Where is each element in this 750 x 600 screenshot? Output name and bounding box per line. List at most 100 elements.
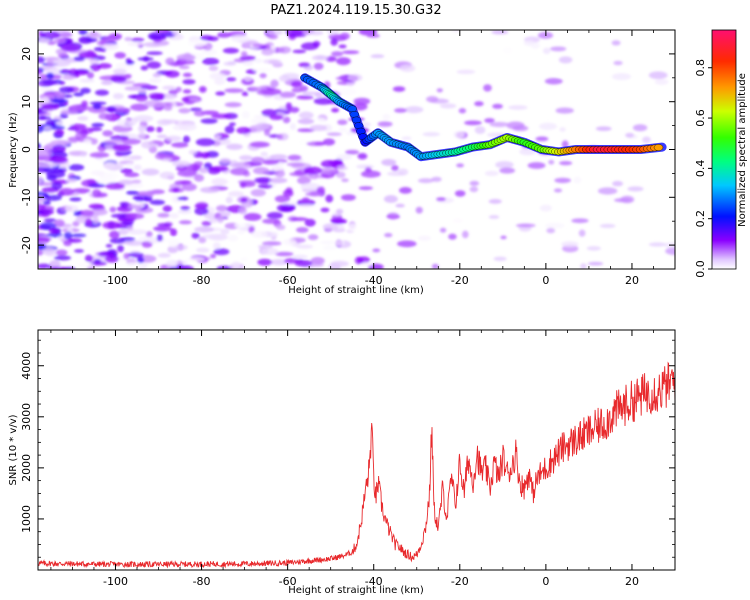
noise-blob bbox=[274, 251, 294, 257]
noise-blob bbox=[426, 96, 439, 103]
noise-blob bbox=[330, 38, 338, 46]
noise-blob bbox=[320, 207, 330, 213]
noise-blob bbox=[261, 48, 274, 56]
noise-blob bbox=[165, 57, 175, 66]
x-tick-label: -80 bbox=[193, 575, 211, 588]
noise-blob bbox=[111, 144, 132, 151]
noise-blob bbox=[209, 72, 226, 80]
noise-blob bbox=[182, 72, 193, 78]
noise-blob bbox=[599, 223, 616, 228]
noise-blob bbox=[256, 89, 276, 96]
noise-blob bbox=[292, 254, 308, 259]
noise-blob bbox=[39, 73, 48, 80]
noise-blob bbox=[51, 58, 71, 67]
snr-y-label: SNR (10 * v/v) bbox=[8, 414, 19, 485]
noise-blob bbox=[397, 240, 417, 248]
noise-blob bbox=[318, 167, 336, 174]
noise-blob bbox=[358, 186, 373, 191]
noise-blob bbox=[297, 204, 316, 209]
noise-blob bbox=[364, 167, 372, 173]
noise-blob bbox=[436, 197, 446, 202]
noise-blob bbox=[224, 88, 244, 93]
noise-blob bbox=[253, 67, 272, 72]
noise-blob bbox=[148, 78, 162, 83]
noise-blob bbox=[296, 227, 309, 233]
noise-blob bbox=[337, 119, 348, 126]
noise-blob bbox=[104, 162, 124, 171]
noise-blob bbox=[384, 233, 393, 238]
noise-blob bbox=[156, 134, 168, 139]
noise-blob bbox=[209, 166, 229, 172]
noise-blob bbox=[73, 92, 84, 97]
noise-blob bbox=[353, 97, 371, 105]
noise-blob bbox=[59, 32, 73, 38]
noise-blob bbox=[539, 122, 557, 130]
noise-blob bbox=[77, 116, 89, 121]
noise-blob bbox=[558, 56, 573, 64]
noise-blob bbox=[200, 118, 218, 124]
noise-blob bbox=[102, 221, 121, 230]
noise-blob bbox=[159, 171, 175, 180]
noise-blob bbox=[178, 108, 191, 114]
noise-blob bbox=[484, 170, 499, 177]
noise-blob bbox=[462, 230, 469, 239]
noise-blob bbox=[57, 140, 72, 145]
noise-blob bbox=[181, 97, 190, 102]
noise-blob bbox=[189, 107, 203, 112]
noise-blob bbox=[357, 153, 368, 160]
snr-series-line bbox=[38, 361, 675, 569]
noise-blob bbox=[330, 260, 349, 267]
noise-blob bbox=[120, 168, 133, 174]
noise-blob bbox=[401, 136, 412, 141]
noise-blob bbox=[78, 36, 93, 44]
noise-blob bbox=[46, 59, 54, 67]
noise-blob bbox=[488, 198, 502, 204]
ridge-point bbox=[653, 144, 664, 151]
noise-blob bbox=[500, 235, 507, 240]
noise-blob bbox=[322, 138, 336, 146]
noise-blob bbox=[456, 69, 476, 75]
noise-blob bbox=[553, 70, 566, 77]
noise-blob bbox=[325, 194, 334, 203]
noise-blob bbox=[243, 212, 262, 221]
noise-blob bbox=[141, 168, 160, 176]
noise-blob bbox=[257, 258, 273, 266]
noise-blob bbox=[90, 170, 105, 176]
noise-blob bbox=[372, 248, 381, 253]
noise-blob bbox=[491, 30, 509, 35]
noise-blob bbox=[156, 126, 163, 133]
y-tick-label: 0 bbox=[20, 146, 33, 153]
noise-blob bbox=[162, 205, 173, 212]
noise-blob bbox=[241, 111, 250, 119]
noise-blob bbox=[105, 182, 125, 190]
noise-blob bbox=[85, 218, 92, 226]
noise-blob bbox=[127, 229, 148, 235]
noise-blob bbox=[38, 142, 42, 150]
noise-blob bbox=[109, 206, 117, 213]
noise-blob bbox=[345, 149, 360, 155]
noise-blob bbox=[632, 124, 648, 132]
noise-blob bbox=[175, 86, 182, 93]
snr-panel: -100 -80 -60 -40 -20 0 20 1000 2000 3000 4000 Hei… bbox=[8, 329, 676, 596]
noise-blob bbox=[300, 182, 321, 191]
noise-blob bbox=[48, 228, 60, 234]
noise-blob bbox=[530, 42, 540, 49]
noise-blob bbox=[146, 51, 163, 56]
noise-blob bbox=[257, 244, 273, 249]
noise-blob bbox=[612, 73, 631, 81]
noise-blob bbox=[137, 57, 154, 61]
noise-blob bbox=[508, 105, 528, 110]
noise-blob bbox=[282, 189, 294, 198]
noise-blob bbox=[548, 159, 555, 165]
noise-blob bbox=[137, 124, 146, 133]
noise-blob bbox=[193, 110, 206, 117]
noise-blob bbox=[46, 232, 63, 238]
noise-blob bbox=[326, 30, 337, 35]
x-tick-label: -80 bbox=[193, 274, 211, 287]
noise-blob bbox=[620, 195, 635, 204]
noise-blob bbox=[84, 254, 93, 263]
noise-blob bbox=[88, 183, 106, 188]
noise-blob bbox=[38, 163, 56, 168]
noise-blob bbox=[250, 156, 265, 163]
